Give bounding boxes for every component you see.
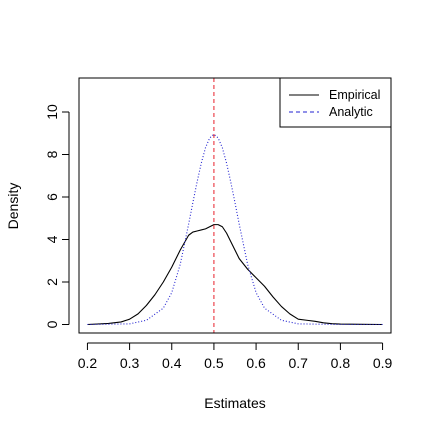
x-tick-label: 0.3 bbox=[120, 355, 140, 371]
x-axis: 0.2 0.3 0.4 0.5 0.6 0.7 0.8 0.9 bbox=[78, 342, 393, 371]
plot-frame bbox=[78, 77, 392, 334]
y-tick-label: 10 bbox=[44, 104, 60, 120]
x-tick-label: 0.8 bbox=[331, 355, 351, 371]
y-tick-label: 0 bbox=[44, 320, 60, 328]
x-tick-label: 0.6 bbox=[246, 355, 266, 371]
x-tick-label: 0.7 bbox=[289, 355, 309, 371]
y-tick-label: 8 bbox=[44, 150, 60, 158]
x-tick-label: 0.2 bbox=[78, 355, 98, 371]
x-tick-label: 0.4 bbox=[162, 355, 182, 371]
series-line-empirical bbox=[87, 224, 383, 326]
y-axis-label: Density bbox=[5, 183, 21, 230]
legend: Empirical Analytic bbox=[279, 77, 392, 128]
y-axis: 0 2 4 6 8 10 bbox=[44, 104, 70, 328]
y-tick-label: 2 bbox=[44, 278, 60, 286]
x-tick-label: 0.5 bbox=[204, 355, 224, 371]
x-tick-label: 0.9 bbox=[373, 355, 393, 371]
y-tick-label: 4 bbox=[44, 235, 60, 243]
x-axis-label: Estimates bbox=[204, 395, 265, 411]
y-tick-label: 6 bbox=[44, 193, 60, 201]
legend-label-empirical: Empirical bbox=[329, 88, 380, 102]
legend-label-analytic: Analytic bbox=[329, 105, 373, 119]
legend-box bbox=[279, 77, 392, 128]
series-layer bbox=[87, 133, 383, 326]
series-line-analytic bbox=[87, 133, 383, 326]
